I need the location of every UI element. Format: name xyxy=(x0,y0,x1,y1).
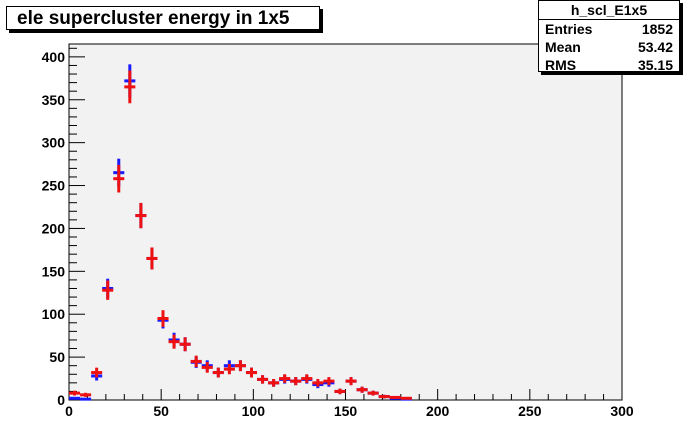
data-point xyxy=(212,367,224,378)
y-tick-label: 350 xyxy=(42,92,66,108)
x-axis: 0 50 100 150 200 250 300 xyxy=(65,389,634,419)
stats-value: 53.42 xyxy=(637,39,673,55)
series-layer xyxy=(69,64,412,401)
data-point xyxy=(268,378,280,387)
data-point xyxy=(279,374,291,383)
stats-histogram-name: h_scl_E1x5 xyxy=(539,1,679,20)
x-tick-label: 100 xyxy=(242,403,266,419)
data-point xyxy=(91,367,103,378)
data-point xyxy=(223,363,235,375)
data-point xyxy=(135,202,147,229)
x-tick-label: 150 xyxy=(334,403,358,419)
data-point xyxy=(146,247,158,270)
data-point xyxy=(312,378,324,387)
stats-value: 35.15 xyxy=(637,57,673,73)
data-point xyxy=(323,377,335,386)
x-tick-label: 0 xyxy=(65,403,73,419)
data-point xyxy=(400,396,412,400)
data-point xyxy=(378,394,390,399)
data-point xyxy=(124,70,136,104)
x-tick-label: 200 xyxy=(426,403,450,419)
x-tick-label: 300 xyxy=(610,403,634,419)
y-tick-label: 250 xyxy=(42,178,66,194)
plot-frame xyxy=(68,43,623,401)
data-point xyxy=(190,355,202,368)
data-point xyxy=(389,395,401,399)
data-point xyxy=(69,390,81,396)
data-point xyxy=(257,375,269,384)
x-tick-label: 50 xyxy=(153,403,169,419)
data-point xyxy=(113,164,125,193)
data-point xyxy=(69,396,81,400)
data-point xyxy=(245,367,258,378)
data-point xyxy=(334,388,346,395)
stats-box: h_scl_E1x5 Entries 1852 Mean 53.42 RMS 3… xyxy=(538,0,680,74)
data-point xyxy=(102,280,114,300)
y-tick-label: 150 xyxy=(42,263,66,279)
data-point xyxy=(356,386,368,393)
data-point xyxy=(80,397,92,401)
data-point xyxy=(301,374,313,383)
y-tick-label: 200 xyxy=(42,220,66,236)
data-point xyxy=(234,360,246,372)
stats-label: Mean xyxy=(545,39,581,55)
y-axis: 0 50 100 150 200 250 300 350 400 xyxy=(42,47,85,408)
stats-row-rms: RMS 35.15 xyxy=(539,56,679,74)
x-tick-label: 250 xyxy=(518,403,542,419)
data-point xyxy=(179,337,191,352)
chart-title: ele supercluster energy in 1x5 xyxy=(6,6,320,30)
data-point xyxy=(80,392,92,397)
data-point xyxy=(201,362,213,373)
data-point xyxy=(367,390,379,396)
y-tick-label: 400 xyxy=(42,49,66,65)
stats-row-entries: Entries 1852 xyxy=(539,20,679,38)
stats-label: RMS xyxy=(545,57,577,73)
data-point xyxy=(345,377,357,386)
stats-value: 1852 xyxy=(641,21,673,37)
y-tick-label: 0 xyxy=(57,392,65,408)
data-point xyxy=(290,377,302,386)
stats-row-mean: Mean 53.42 xyxy=(539,38,679,56)
y-tick-label: 300 xyxy=(42,135,66,151)
data-point xyxy=(168,334,180,349)
data-point xyxy=(157,310,169,327)
y-tick-label: 100 xyxy=(42,306,66,322)
series-1 xyxy=(69,70,412,400)
y-tick-label: 50 xyxy=(49,349,65,365)
stats-label: Entries xyxy=(545,21,593,37)
